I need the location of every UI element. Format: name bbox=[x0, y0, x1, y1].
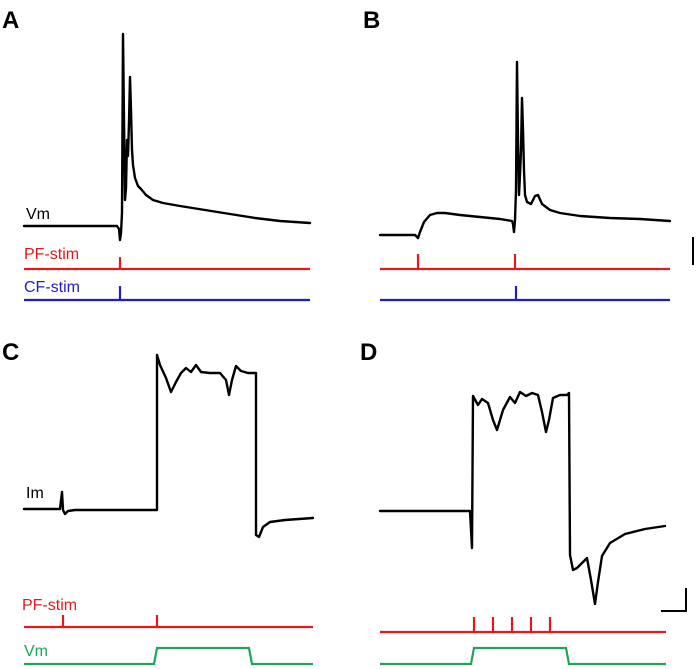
vm-label: Vm bbox=[26, 206, 50, 223]
panel-letter-a: A bbox=[2, 7, 19, 34]
membrane-potential-trace-a bbox=[22, 32, 312, 242]
membrane-potential-trace-b bbox=[378, 60, 672, 240]
scale-bar-d bbox=[661, 588, 687, 612]
panel-letter-c: C bbox=[2, 339, 19, 366]
pf-stim-label: PF-stim bbox=[24, 246, 79, 263]
voltage-command-line-c bbox=[24, 646, 313, 666]
panel-b: B bbox=[363, 7, 694, 302]
membrane-current-trace-c bbox=[22, 353, 315, 539]
im-label: Im bbox=[26, 485, 44, 502]
panel-letter-d: D bbox=[360, 339, 377, 366]
panel-letter-b: B bbox=[363, 7, 380, 34]
voltage-command-line-d bbox=[380, 646, 666, 666]
cf-stim-label: CF-stim bbox=[24, 279, 80, 296]
panel-d: D bbox=[360, 339, 687, 666]
vm-command-label: Vm bbox=[24, 643, 48, 660]
panel-a: A Vm PF-stim CF-stim bbox=[2, 7, 312, 302]
membrane-current-trace-d bbox=[378, 390, 667, 606]
pf-stim-label: PF-stim bbox=[22, 597, 77, 614]
panel-c: C Im PF-stim Vm bbox=[2, 339, 315, 666]
